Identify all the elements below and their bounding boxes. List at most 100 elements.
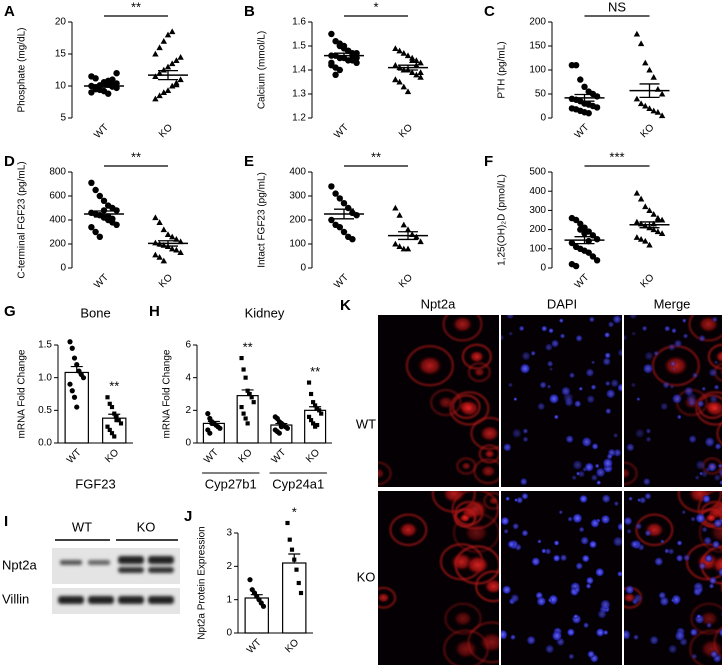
data-point — [243, 375, 248, 380]
data-point — [593, 257, 601, 264]
x-tick-label: WT — [332, 122, 351, 141]
data-point — [96, 233, 104, 240]
nucleus — [605, 407, 612, 415]
y-tick-label: 1.3 — [292, 89, 306, 100]
nucleus — [670, 598, 676, 603]
chart-title: Bone — [80, 305, 110, 320]
cell-core — [480, 464, 497, 478]
panel-letter: F — [484, 153, 493, 170]
nucleus — [696, 614, 702, 620]
nucleus — [717, 463, 722, 469]
y-tick-label: 1.6 — [292, 17, 306, 28]
nucleus — [601, 494, 611, 504]
cell — [449, 391, 490, 426]
separator — [378, 488, 722, 491]
x-tick-label: KO — [157, 122, 175, 140]
data-point — [336, 195, 343, 202]
nucleus — [547, 598, 553, 603]
data-point — [577, 220, 584, 228]
y-axis-label: mRNA Fold Change — [162, 349, 173, 438]
significance-label: ** — [131, 149, 141, 164]
blot-membrane — [52, 548, 180, 584]
nucleus — [526, 635, 536, 646]
data-point — [593, 236, 601, 243]
panel-letter: G — [4, 303, 16, 320]
nucleus — [616, 570, 622, 577]
data-point — [400, 245, 407, 252]
data-point — [105, 424, 110, 429]
data-point — [177, 54, 184, 60]
cell — [456, 457, 477, 475]
data-point — [67, 381, 73, 387]
data-point — [152, 73, 159, 79]
y-tick-label: 1.5 — [38, 340, 52, 351]
significance-label: ** — [310, 364, 320, 379]
cell-core — [488, 496, 499, 505]
panel-letter: H — [149, 303, 160, 320]
error-bar — [309, 406, 322, 411]
y-tick-label: 3 — [226, 528, 232, 539]
data-point — [400, 50, 407, 56]
nucleus — [713, 473, 722, 482]
error-bar — [334, 52, 354, 59]
data-point — [156, 219, 163, 225]
x-tick-label: WT — [245, 637, 264, 656]
cell-core — [378, 467, 385, 480]
data-point — [160, 38, 167, 44]
nucleus — [567, 516, 573, 522]
nucleus — [544, 644, 555, 654]
data-point — [577, 76, 584, 83]
nucleus — [629, 315, 638, 320]
error-bar — [108, 413, 121, 419]
nucleus — [664, 325, 671, 332]
data-point — [164, 31, 172, 38]
y-tick-label: 50 — [535, 89, 547, 100]
cell-core — [624, 467, 631, 480]
nucleus — [546, 360, 554, 368]
error-bar — [241, 389, 254, 396]
nucleus — [511, 428, 522, 439]
nucleus — [706, 622, 713, 629]
cell — [470, 416, 499, 451]
x-tick-label: WT — [202, 447, 221, 466]
data-point — [239, 404, 244, 410]
nucleus — [649, 635, 659, 646]
y-tick-label: 6 — [185, 340, 191, 351]
group-label: Cyp27b1 — [205, 476, 257, 491]
panel-letter: E — [244, 153, 254, 170]
nucleus — [585, 576, 595, 585]
y-tick-label: 150 — [529, 41, 546, 52]
nucleus — [518, 325, 525, 332]
image — [378, 491, 499, 665]
column-label: Npt2a — [421, 296, 456, 311]
y-tick-label: 1 — [226, 594, 232, 605]
data-point — [88, 224, 95, 231]
nucleus — [591, 442, 599, 450]
data-point — [152, 50, 159, 57]
data-point — [315, 422, 320, 428]
cell — [378, 461, 392, 486]
panel-letter: D — [4, 153, 15, 170]
nucleus — [633, 634, 640, 641]
y-tick-label: 0 — [185, 438, 191, 449]
error-bar — [275, 422, 288, 426]
cell — [467, 362, 491, 383]
data-point — [96, 192, 104, 200]
nucleus — [610, 378, 620, 388]
data-point — [209, 420, 215, 426]
nucleus — [537, 402, 546, 411]
image — [624, 315, 722, 486]
nucleus — [700, 470, 709, 478]
cell — [697, 491, 722, 530]
nucleus — [667, 644, 678, 654]
data-point — [646, 207, 653, 213]
nucleus — [568, 653, 575, 660]
nucleus — [541, 325, 548, 332]
x-tick-label: KO — [638, 272, 656, 290]
data-point — [113, 70, 120, 77]
data-point — [650, 211, 657, 217]
nucleus — [522, 436, 529, 443]
column-label: DAPI — [547, 296, 577, 311]
cell-core — [453, 610, 473, 627]
data-point — [336, 224, 343, 231]
